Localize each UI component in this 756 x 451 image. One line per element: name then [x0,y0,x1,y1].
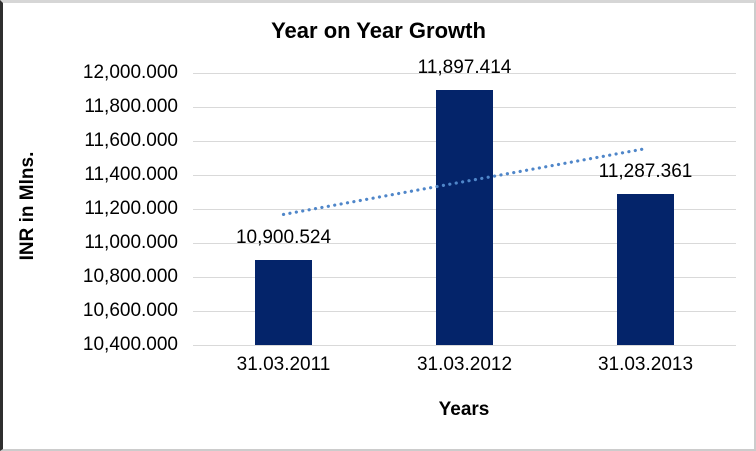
bar-31.03.2012 [436,90,493,345]
gridline [193,344,736,346]
data-label: 11,897.414 [417,57,512,79]
y-axis-tick-label: 11,600.000 [84,130,178,151]
x-axis-title: Years [438,399,490,420]
x-axis-category-label: 31.03.2011 [236,354,331,375]
y-axis-tick-label: 11,200.000 [84,198,178,219]
y-axis-tick-label: 10,600.000 [82,300,178,321]
chart-title: Year on Year Growth [271,18,486,43]
x-axis-category-label: 31.03.2013 [597,354,694,375]
y-axis-tick-label: 10,800.000 [82,266,178,287]
y-axis-tick-label: 11,800.000 [84,96,178,117]
data-label: 11,287.361 [598,161,693,183]
bar-31.03.2013 [617,194,674,345]
y-axis-title: INR in Mlns. [17,151,38,261]
y-axis-tick-label: 11,000.000 [84,232,178,253]
bar-31.03.2011 [255,259,312,345]
y-axis-tick-label: 12,000.000 [82,62,178,83]
y-axis-tick-label: 10,400.000 [82,334,178,355]
y-axis-tick-label: 11,400.000 [84,164,178,185]
x-axis-category-label: 31.03.2012 [416,354,513,375]
gridline [193,72,736,74]
data-label: 10,900.524 [235,226,332,248]
